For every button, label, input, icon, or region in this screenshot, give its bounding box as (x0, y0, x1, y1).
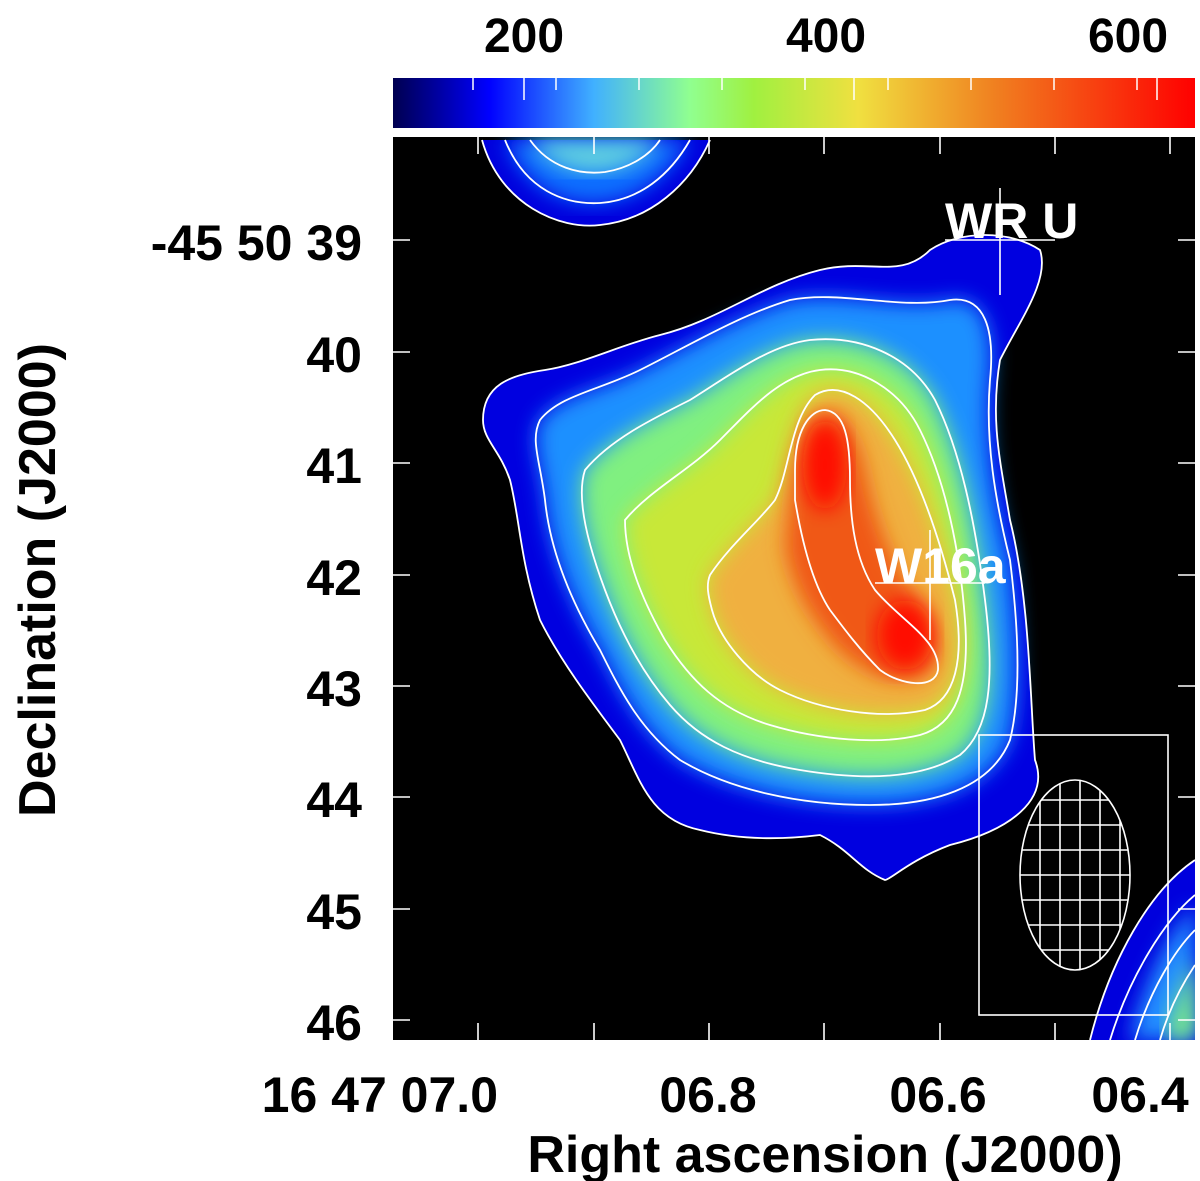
source-label-wr-u: WR U (945, 193, 1078, 249)
source-label-w16a: W16a (875, 538, 1007, 594)
y-tick-label: -45 50 39 (151, 215, 362, 271)
y-tick-label: 42 (306, 550, 362, 606)
contour-top-1 (481, 139, 711, 227)
contour-level-2 (534, 296, 1019, 806)
y-tick-label: 46 (306, 995, 362, 1051)
contours (481, 139, 1195, 1040)
y-tick-label: 41 (306, 438, 362, 494)
source-marker-w16a (875, 530, 985, 640)
contour-level-6 (794, 409, 939, 685)
source-marker-wr-u (945, 188, 1055, 295)
contour-top-2 (504, 139, 691, 205)
image-panel: WR U W16a (393, 137, 1195, 1040)
contour-br-3 (1134, 929, 1195, 1040)
x-tick-label: 06.8 (659, 1067, 756, 1123)
contour-level-4 (624, 368, 967, 742)
colorbar-gradient (393, 78, 1195, 128)
beam-indicator (978, 734, 1169, 1016)
emission-map: WR U W16a (481, 139, 1195, 1040)
contour-br-4 (1159, 964, 1195, 1040)
x-axis-tick-labels: 16 47 07.0 06.8 06.6 06.4 (262, 1067, 1189, 1123)
colorbar-tick-label: 400 (786, 10, 866, 63)
colorbar: 200 400 600 (393, 10, 1195, 128)
axis-ticks (393, 137, 1195, 1040)
y-axis-tick-labels: -45 50 39 40 41 42 43 44 45 46 (151, 215, 362, 1051)
x-tick-label: 06.4 (1091, 1067, 1189, 1123)
colorbar-tick-label: 600 (1088, 10, 1168, 63)
contour-level-1 (482, 234, 1043, 881)
y-tick-label: 45 (306, 884, 362, 940)
colorbar-tick-marks (472, 78, 1158, 100)
contour-level-5 (706, 389, 960, 715)
contour-br-2 (1109, 894, 1195, 1040)
contour-level-3 (580, 338, 991, 778)
x-tick-label: 06.6 (889, 1067, 986, 1123)
contour-br-1 (1089, 859, 1195, 1040)
contour-top-3 (529, 139, 661, 174)
x-tick-label: 16 47 07.0 (262, 1067, 498, 1123)
x-axis-title: Right ascension (J2000) (527, 1126, 1122, 1181)
beam-hatch (1020, 780, 1130, 970)
y-tick-label: 40 (306, 327, 362, 383)
y-tick-label: 44 (306, 772, 362, 828)
beam-box (978, 734, 1169, 1016)
colorbar-tick-label: 200 (484, 10, 564, 63)
y-tick-label: 43 (306, 661, 362, 717)
y-axis-title: Declination (J2000) (9, 343, 67, 817)
